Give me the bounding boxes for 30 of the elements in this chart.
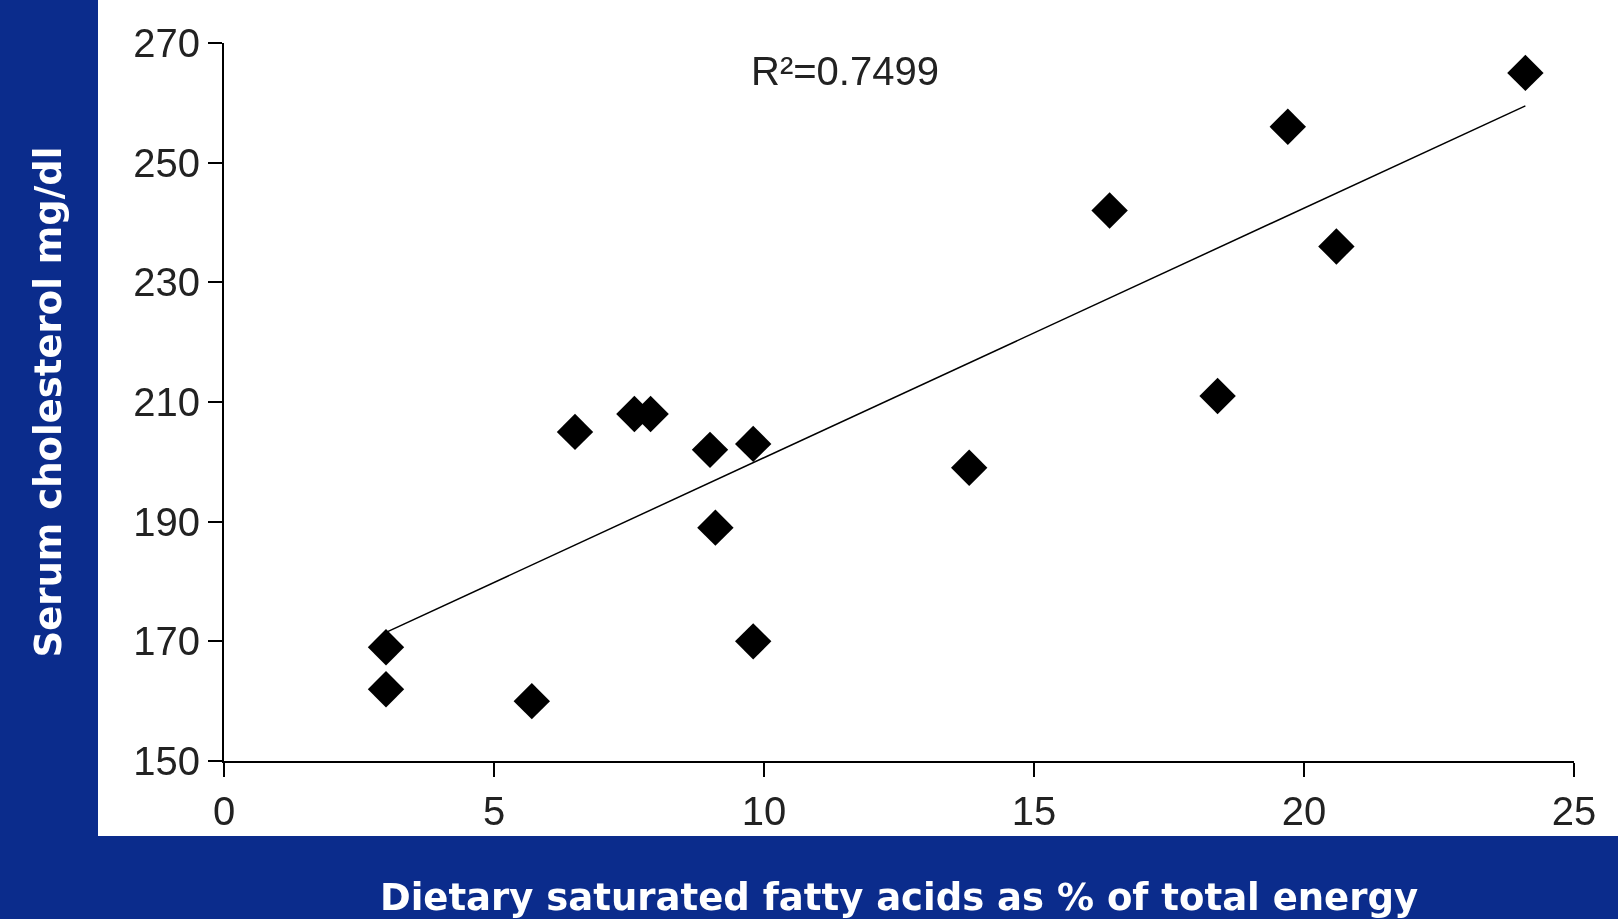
point: [513, 682, 550, 720]
point: [556, 413, 594, 451]
y-tick-label: 150: [133, 739, 200, 783]
y-tick-label: 190: [133, 499, 200, 544]
y-tick-label: 170: [133, 619, 200, 664]
point: [951, 449, 988, 487]
y-tick-label: 230: [133, 260, 200, 305]
point: [691, 431, 729, 469]
point: [735, 623, 772, 660]
x-tick-label: 0: [212, 789, 236, 833]
point: [367, 671, 405, 708]
annotation: R²=0.7499: [751, 49, 939, 93]
point: [1199, 377, 1236, 415]
x-tick-label: 15: [1011, 789, 1057, 833]
point: [1091, 192, 1128, 229]
y-axis-title: Serum cholesterol mg/dl: [27, 146, 71, 658]
x-tick-label: 20: [1281, 789, 1327, 833]
point: [1318, 228, 1355, 265]
point: [735, 425, 772, 463]
point: [367, 629, 405, 666]
y-tick-label: 270: [133, 21, 200, 65]
y-tick-label: 250: [133, 140, 200, 185]
y-tick-label: 210: [133, 380, 200, 424]
x-tick-label: 25: [1551, 789, 1597, 833]
point: [1269, 108, 1306, 145]
x-axis-title: Dietary saturated fatty acids as % of total energy: [379, 876, 1419, 919]
x-tick-label: 5: [482, 789, 506, 833]
point: [697, 509, 734, 546]
point: [1507, 54, 1544, 92]
x-tick-label: 10: [741, 789, 787, 833]
